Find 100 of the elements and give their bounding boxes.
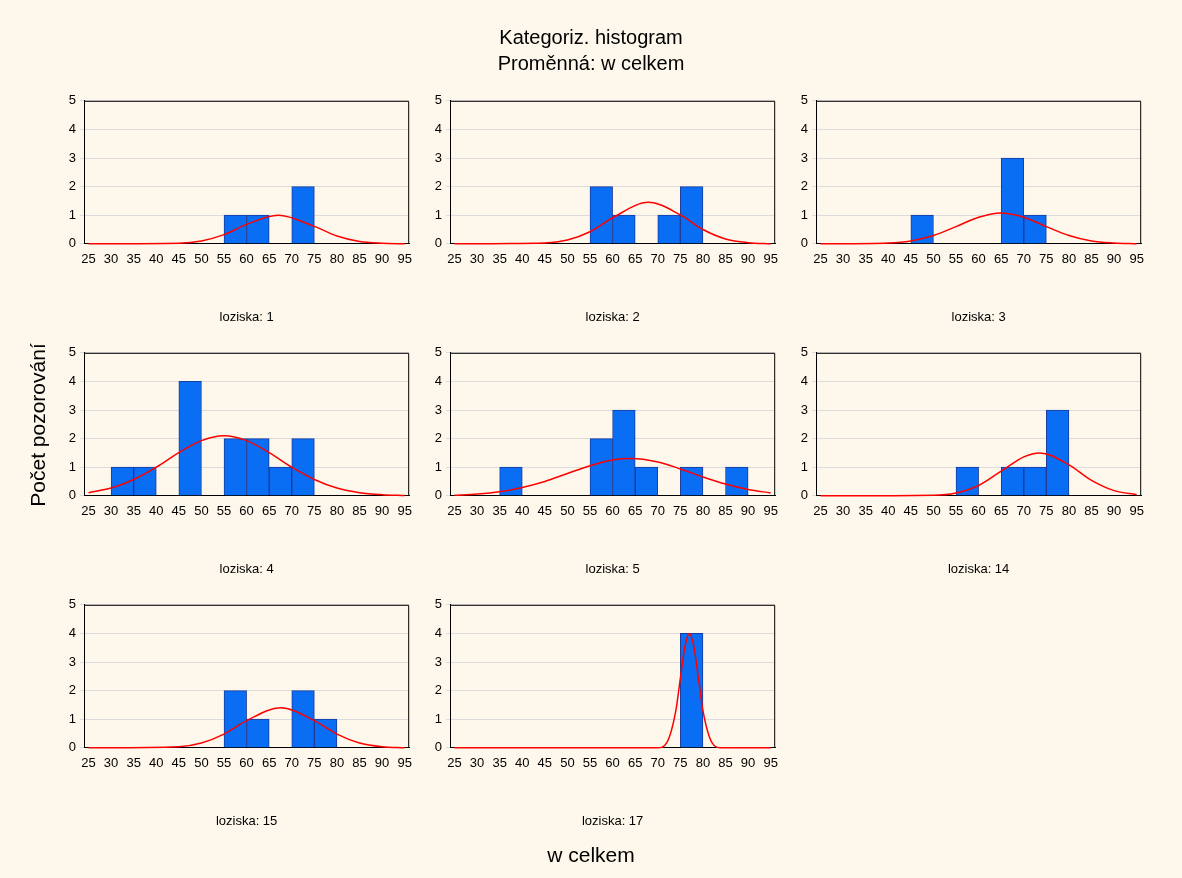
x-tick-label: 45	[537, 755, 553, 771]
x-axis-title: loziska: 1	[219, 308, 274, 324]
x-tick-label: 85	[1084, 251, 1099, 267]
y-tick-label: 4	[434, 120, 442, 136]
x-tick-label: 25	[447, 251, 462, 267]
y-tick-label: 1	[434, 710, 442, 726]
y-tick-label: 5	[68, 344, 76, 360]
x-tick-label: 95	[763, 755, 778, 771]
x-tick-label: 35	[126, 755, 141, 771]
line-series	[87, 707, 406, 749]
x-tick-label: 90	[374, 755, 390, 771]
x-tick-label: 75	[673, 251, 688, 267]
x-tick-label: 25	[447, 503, 462, 519]
x-tick-label: 70	[284, 251, 299, 267]
x-tick-label: 30	[469, 503, 485, 519]
y-tick-label: 3	[800, 149, 808, 165]
x-tick-label: 85	[352, 755, 367, 771]
x-tick-label: 55	[216, 755, 232, 771]
chart-title: Kategoriz. histogram	[499, 26, 683, 49]
x-axis-title: loziska: 5	[585, 560, 640, 576]
x-tick-label: 55	[216, 503, 232, 519]
y-tick-label: 1	[800, 458, 808, 474]
y-tick-label: 5	[800, 92, 808, 108]
x-tick-label: 70	[1016, 251, 1031, 267]
x-tick-label: 40	[515, 755, 530, 771]
x-tick-label: 65	[261, 503, 277, 519]
x-tick-label: 25	[81, 503, 96, 519]
x-tick-label: 50	[560, 503, 575, 519]
y-tick-label: 5	[434, 596, 442, 612]
y-tick-label: 2	[800, 178, 808, 194]
x-tick-label: 75	[307, 755, 322, 771]
x-tick-label: 40	[881, 251, 896, 267]
y-tick-label: 2	[68, 430, 76, 446]
text: w celkem	[547, 843, 635, 867]
x-tick-label: 35	[126, 251, 141, 267]
x-axis-title: loziska: 4	[219, 560, 274, 576]
y-tick-label: 1	[434, 458, 442, 474]
x-tick-label: 80	[1061, 503, 1077, 519]
y-tick-label: 4	[68, 624, 76, 640]
line-series	[87, 434, 406, 497]
x-tick-label: 65	[627, 503, 643, 519]
x-tick-label: 95	[763, 503, 778, 519]
y-tick-label: 3	[434, 149, 442, 165]
x-tick-label: 85	[1084, 503, 1099, 519]
x-tick-label: 90	[374, 503, 390, 519]
y-tick-label: 0	[800, 487, 808, 503]
x-tick-label: 60	[971, 503, 986, 519]
y-tick-label: 0	[434, 235, 442, 251]
y-tick-label: 0	[434, 739, 442, 755]
x-tick-label: 95	[1129, 251, 1144, 267]
x-tick-label: 60	[605, 755, 620, 771]
y-tick-label: 2	[68, 178, 76, 194]
x-tick-label: 35	[858, 503, 873, 519]
x-tick-label: 85	[718, 503, 733, 519]
x-tick-label: 35	[492, 755, 507, 771]
x-tick-label: 50	[194, 755, 209, 771]
x-axis-title: loziska: 3	[951, 308, 1006, 324]
x-tick-label: 40	[881, 503, 896, 519]
x-tick-label: 45	[537, 251, 553, 267]
x-tick-label: 55	[582, 503, 598, 519]
y-tick-label: 0	[68, 487, 76, 503]
x-tick-label: 50	[926, 251, 941, 267]
y-tick-label: 4	[68, 120, 76, 136]
x-tick-label: 80	[329, 755, 345, 771]
x-tick-label: 70	[284, 755, 299, 771]
x-tick-label: 30	[835, 503, 851, 519]
y-tick-label: 0	[68, 739, 76, 755]
y-tick-label: 4	[434, 372, 442, 388]
x-tick-label: 70	[650, 251, 665, 267]
x-tick-label: 45	[171, 251, 187, 267]
x-tick-label: 95	[763, 251, 778, 267]
x-tick-label: 80	[695, 755, 711, 771]
x-tick-label: 90	[374, 251, 390, 267]
x-tick-label: 80	[1061, 251, 1077, 267]
y-tick-label: 1	[434, 206, 442, 222]
x-axis-title: loziska: 15	[215, 812, 278, 828]
y-tick-label: 0	[800, 235, 808, 251]
x-tick-label: 60	[605, 503, 620, 519]
x-tick-label: 50	[560, 755, 575, 771]
x-tick-label: 65	[261, 251, 277, 267]
x-tick-label: 90	[740, 755, 756, 771]
x-tick-label: 50	[926, 503, 941, 519]
x-tick-label: 35	[126, 503, 141, 519]
x-tick-label: 75	[1039, 503, 1054, 519]
y-tick-label: 3	[434, 653, 442, 669]
x-tick-label: 50	[194, 503, 209, 519]
x-tick-label: 45	[903, 503, 919, 519]
x-tick-label: 25	[813, 503, 828, 519]
x-tick-label: 70	[1016, 503, 1031, 519]
line-series	[819, 452, 1138, 497]
x-tick-label: 85	[718, 755, 733, 771]
x-tick-label: 25	[813, 251, 828, 267]
x-tick-label: 75	[307, 503, 322, 519]
y-tick-label: 5	[800, 344, 808, 360]
y-tick-label: 1	[68, 710, 76, 726]
x-tick-label: 85	[352, 251, 367, 267]
y-tick-label: 2	[434, 430, 442, 446]
x-tick-label: 55	[216, 251, 232, 267]
y-tick-label: 4	[800, 372, 808, 388]
y-tick-label: 0	[434, 487, 442, 503]
